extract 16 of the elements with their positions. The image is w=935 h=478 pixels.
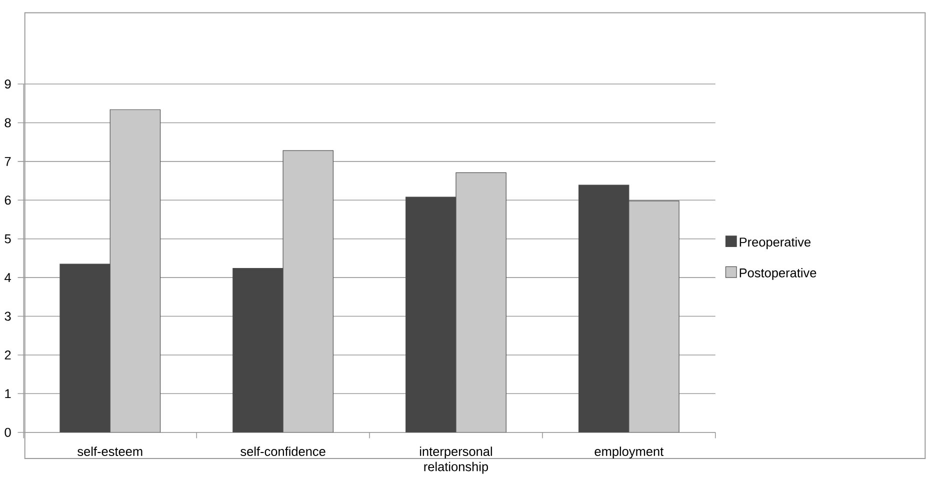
- legend-label: Postoperative: [740, 268, 816, 280]
- y-tick-label: 0: [4, 428, 11, 437]
- y-tick-label: 4: [4, 273, 11, 282]
- x-tick-label: interpersonal relationship: [420, 446, 492, 474]
- y-tick-label: 8: [4, 118, 11, 128]
- y-tick-label: 7: [4, 157, 11, 166]
- y-tick-label: 1: [5, 389, 11, 398]
- x-tick-label: self-esteem: [78, 446, 142, 456]
- y-tick-label: 6: [4, 196, 11, 205]
- y-tick-label: 9: [4, 80, 11, 89]
- y-tick-label: 2: [4, 350, 11, 360]
- x-tick-label: self-confidence: [240, 446, 326, 456]
- y-tick-label: 3: [4, 312, 11, 321]
- legend-label: Preoperative: [740, 237, 810, 250]
- x-tick-label: employment: [594, 446, 664, 459]
- y-tick-label: 5: [4, 234, 11, 244]
